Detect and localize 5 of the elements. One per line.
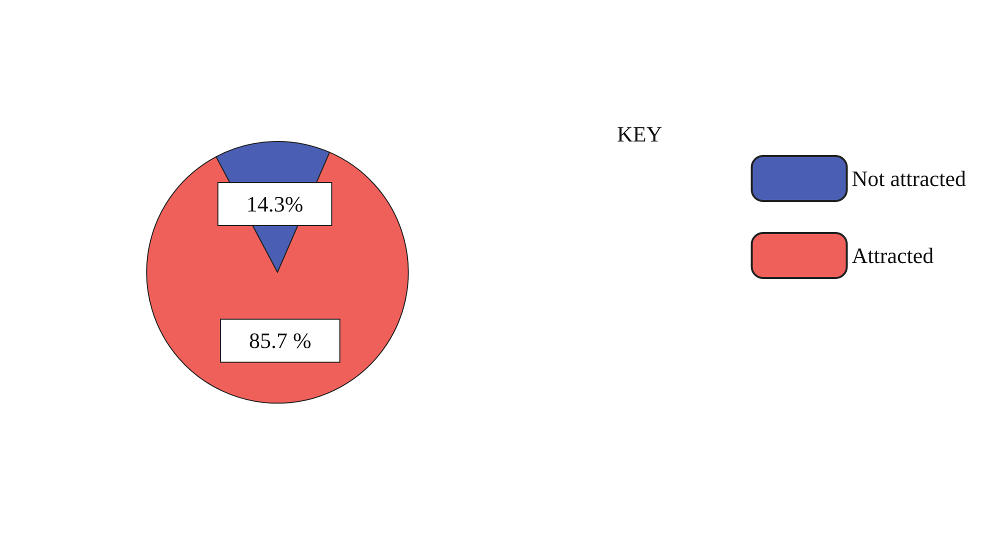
data-label: 14.3% bbox=[246, 191, 304, 216]
legend-label: Not attracted bbox=[852, 166, 966, 191]
legend-title: KEY bbox=[617, 122, 662, 146]
legend-label: Attracted bbox=[852, 243, 934, 268]
data-label: 85.7 % bbox=[249, 328, 312, 354]
